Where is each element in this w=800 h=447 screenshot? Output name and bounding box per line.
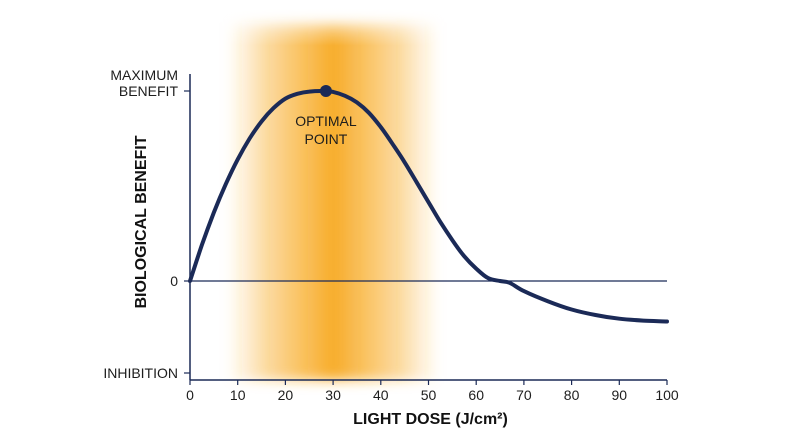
x-tick-label: 0 bbox=[186, 387, 194, 403]
x-axis-title: LIGHT DOSE (J/cm²) bbox=[353, 411, 508, 428]
x-tick-label: 100 bbox=[655, 387, 679, 403]
y-axis-title: BIOLOGICAL BENEFIT bbox=[133, 135, 150, 308]
x-tick-label: 10 bbox=[230, 387, 246, 403]
annotations: OPTIMAL POINT bbox=[295, 85, 357, 147]
series-line-biological-benefit bbox=[188, 88, 669, 324]
y-tick-label: 0 bbox=[170, 273, 178, 289]
x-tick-label: 60 bbox=[468, 387, 484, 403]
x-tick-label: 80 bbox=[564, 387, 580, 403]
band-top-fade bbox=[207, 0, 459, 380]
optimal-point-marker bbox=[319, 85, 332, 97]
x-axis-ticks: 0 10 20 30 40 50 60 70 80 90 100 bbox=[186, 380, 679, 403]
y-tick-label: MAXIMUM bbox=[110, 67, 178, 83]
x-tick-label: 70 bbox=[516, 387, 532, 403]
x-tick-label: 50 bbox=[421, 387, 437, 403]
x-tick-label: 30 bbox=[325, 387, 341, 403]
y-tick-label: BENEFIT bbox=[119, 83, 179, 99]
optimal-dose-band bbox=[207, 0, 459, 380]
x-tick-label: 40 bbox=[373, 387, 389, 403]
x-tick-label: 90 bbox=[612, 387, 628, 403]
optimal-point-label: OPTIMAL bbox=[295, 113, 357, 129]
x-tick-label: 20 bbox=[278, 387, 294, 403]
y-tick-label: INHIBITION bbox=[103, 365, 178, 381]
optimal-point-label: POINT bbox=[305, 131, 348, 147]
